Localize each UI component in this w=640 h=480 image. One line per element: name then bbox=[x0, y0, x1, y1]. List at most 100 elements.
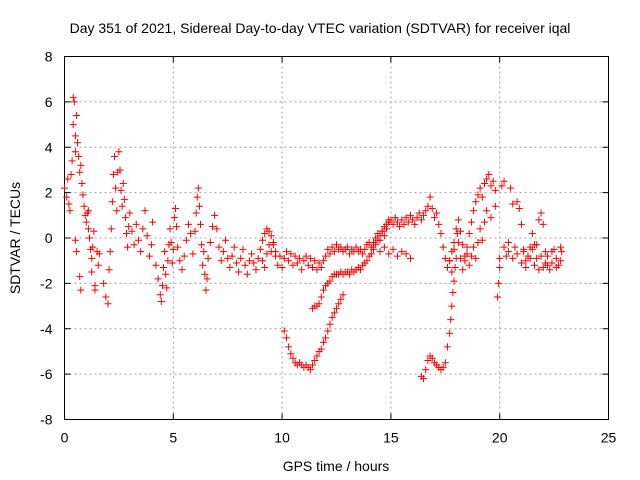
data-point bbox=[213, 225, 221, 233]
data-point bbox=[195, 202, 203, 210]
data-point bbox=[337, 243, 345, 251]
data-point bbox=[539, 263, 547, 271]
data-point bbox=[326, 277, 334, 285]
data-point bbox=[507, 184, 515, 192]
data-point bbox=[134, 236, 142, 244]
data-point bbox=[528, 229, 536, 237]
data-point bbox=[328, 313, 336, 321]
data-point bbox=[467, 218, 475, 226]
data-point bbox=[491, 186, 499, 194]
data-point bbox=[250, 259, 258, 267]
data-point bbox=[197, 220, 204, 228]
data-point bbox=[222, 236, 230, 244]
data-point bbox=[326, 320, 334, 328]
data-point bbox=[470, 207, 478, 215]
data-point bbox=[558, 248, 566, 256]
data-point bbox=[474, 191, 482, 199]
data-point bbox=[485, 170, 493, 178]
data-point bbox=[451, 263, 459, 271]
data-point bbox=[168, 259, 176, 267]
data-point bbox=[241, 261, 249, 269]
data-point bbox=[113, 207, 121, 215]
data-point bbox=[90, 227, 98, 235]
data-point bbox=[309, 263, 317, 271]
data-point bbox=[317, 263, 325, 271]
data-point bbox=[319, 338, 327, 346]
data-point bbox=[483, 207, 491, 215]
y-tick-label: 0 bbox=[45, 230, 53, 246]
data-point bbox=[191, 227, 199, 235]
data-point bbox=[158, 282, 166, 290]
data-point bbox=[67, 170, 75, 178]
data-point bbox=[393, 218, 401, 226]
data-point bbox=[319, 257, 327, 265]
data-point bbox=[171, 205, 179, 213]
data-point bbox=[415, 209, 423, 217]
data-point bbox=[531, 261, 539, 269]
data-point bbox=[69, 93, 77, 101]
data-point bbox=[333, 241, 340, 249]
data-point bbox=[285, 343, 293, 351]
data-point bbox=[557, 243, 565, 251]
data-point bbox=[480, 180, 488, 188]
data-point bbox=[77, 161, 85, 169]
data-point bbox=[248, 250, 256, 258]
data-point bbox=[109, 170, 117, 178]
data-point bbox=[533, 254, 541, 262]
data-point bbox=[346, 250, 354, 258]
data-point bbox=[343, 243, 351, 251]
data-point bbox=[472, 254, 480, 262]
data-point bbox=[470, 243, 478, 251]
data-point bbox=[309, 361, 317, 369]
data-point bbox=[91, 286, 99, 294]
data-point bbox=[306, 366, 314, 374]
data-point bbox=[167, 239, 175, 247]
data-point bbox=[74, 139, 82, 147]
data-point bbox=[274, 261, 282, 269]
data-point bbox=[541, 259, 549, 267]
data-point bbox=[75, 152, 83, 160]
data-point bbox=[361, 245, 369, 253]
data-point bbox=[84, 225, 92, 233]
data-point bbox=[457, 254, 465, 262]
data-point bbox=[226, 263, 234, 271]
data-point bbox=[166, 225, 174, 233]
data-point bbox=[533, 241, 541, 249]
data-point bbox=[548, 248, 556, 256]
data-point bbox=[376, 248, 384, 256]
data-point bbox=[552, 263, 560, 271]
data-point bbox=[322, 334, 330, 342]
data-point bbox=[112, 184, 120, 192]
data-point bbox=[278, 263, 286, 271]
data-point bbox=[215, 243, 223, 251]
data-point bbox=[337, 295, 345, 303]
data-point bbox=[389, 220, 397, 228]
data-point bbox=[517, 259, 525, 267]
data-point bbox=[454, 239, 462, 247]
data-point bbox=[204, 254, 212, 262]
data-point bbox=[84, 207, 92, 215]
data-point bbox=[528, 245, 536, 253]
data-point bbox=[315, 300, 323, 308]
data-point bbox=[198, 241, 206, 249]
data-point bbox=[72, 248, 80, 256]
data-point bbox=[160, 263, 168, 271]
data-point bbox=[459, 266, 467, 274]
data-point bbox=[261, 229, 269, 237]
data-point bbox=[544, 252, 552, 260]
data-point bbox=[402, 250, 410, 258]
x-tick-label: 25 bbox=[601, 430, 617, 446]
data-point bbox=[77, 286, 85, 294]
data-point bbox=[154, 275, 162, 283]
data-point bbox=[322, 252, 330, 260]
data-point bbox=[496, 263, 504, 271]
data-point bbox=[126, 209, 134, 217]
data-point bbox=[287, 250, 295, 258]
data-point bbox=[71, 132, 79, 140]
data-point bbox=[537, 209, 545, 217]
data-point bbox=[88, 254, 96, 262]
data-point bbox=[302, 252, 310, 260]
data-point bbox=[130, 241, 138, 249]
data-point bbox=[420, 375, 428, 383]
data-point bbox=[472, 198, 480, 206]
